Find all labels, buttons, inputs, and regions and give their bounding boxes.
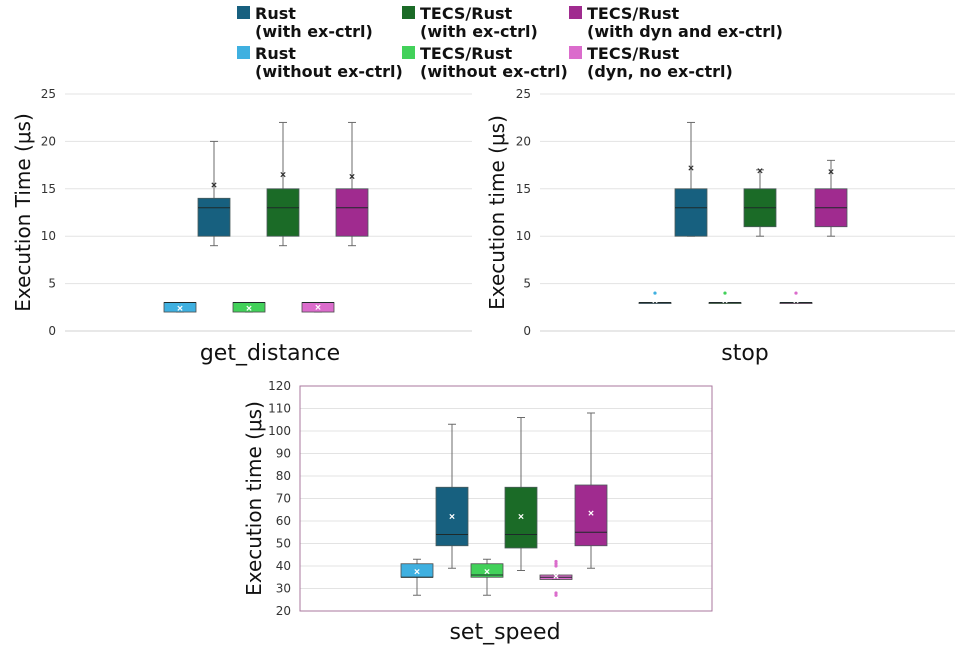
mean-marker [280,171,286,178]
legend-swatch [569,46,582,59]
outlier-point [554,591,558,595]
y-tick-label: 100 [268,424,291,438]
legend-label: TECS/Rust [420,4,513,23]
mean-marker [414,569,420,575]
box [504,486,538,549]
outlier-point [554,593,558,597]
legend-sublabel: (with ex-ctrl) [420,22,538,41]
legend-sublabel: (with ex-ctrl) [255,22,373,41]
legend-swatch [237,6,250,19]
legend-label: TECS/Rust [587,44,680,63]
mean-marker [349,173,355,180]
y-axis-title: Execution Time (μs) [11,113,35,312]
mean-marker [484,569,490,575]
mean-marker [315,304,321,310]
legend: Rust (with ex-ctrl) Rust (without ex-ctrl) T… [237,5,797,85]
mean-marker [588,510,594,516]
y-tick-label: 25 [516,87,531,101]
y-tick-label: 110 [268,402,291,416]
y-tick-label: 50 [276,537,291,551]
legend-swatch [569,6,582,19]
y-axis-title: Execution time (μs) [485,115,509,310]
y-tick-label: 0 [48,324,56,338]
box [470,563,504,578]
mean-marker [211,182,217,188]
box [197,197,231,237]
legend-label: TECS/Rust [587,4,680,23]
y-tick-label: 90 [276,447,291,461]
y-tick-label: 10 [516,229,531,243]
y-tick-label: 15 [516,182,531,196]
y-tick-label: 5 [523,277,531,291]
y-tick-label: 0 [523,324,531,338]
mean-marker [652,298,658,304]
legend-label: Rust [255,4,296,23]
mean-marker [449,513,455,520]
y-tick-label: 15 [41,182,56,196]
mean-marker [246,305,252,311]
legend-sublabel: (without ex-ctrl) [420,62,568,81]
box [335,188,369,237]
y-tick-label: 30 [276,582,291,596]
x-axis-label: set_speed [449,620,560,645]
box [674,188,708,237]
mean-marker [553,573,559,579]
y-axis-title: Execution time (μs) [242,401,266,596]
y-tick-label: 20 [516,134,531,148]
legend-swatch [402,6,415,19]
y-tick-label: 40 [276,559,291,573]
plot-frame [299,385,713,612]
outlier-point [723,291,727,295]
legend-label: Rust [255,44,296,63]
mean-marker [793,298,799,304]
y-tick-label: 5 [48,277,56,291]
outlier-point [653,291,657,295]
y-tick-label: 25 [41,87,56,101]
outlier-point [554,562,558,566]
mean-marker [688,165,694,171]
x-axis-label: stop [721,341,769,366]
mean-marker [757,168,763,174]
legend-swatch [237,46,250,59]
y-tick-label: 80 [276,469,291,483]
box [232,302,266,313]
y-tick-label: 120 [268,379,291,393]
outlier-point [554,559,558,564]
box [400,563,434,578]
outlier-point [554,564,558,568]
box [163,302,197,313]
x-axis-label: get_distance [200,341,340,366]
y-tick-label: 20 [276,604,291,618]
box [266,188,300,237]
mean-marker [722,298,728,304]
legend-label: TECS/Rust [420,44,513,63]
y-tick-label: 70 [276,492,291,506]
y-tick-label: 20 [41,134,56,148]
legend-sublabel: (without ex-ctrl) [255,62,403,81]
mean-marker [177,305,183,311]
legend-swatch [402,46,415,59]
mean-marker [828,169,834,175]
y-tick-label: 10 [41,229,56,243]
legend-sublabel: (with dyn and ex-ctrl) [587,22,783,41]
box [574,484,608,547]
y-tick-label: 60 [276,514,291,528]
mean-marker [518,513,524,520]
legend-sublabel: (dyn, no ex-ctrl) [587,62,733,81]
outlier-point [794,291,798,295]
